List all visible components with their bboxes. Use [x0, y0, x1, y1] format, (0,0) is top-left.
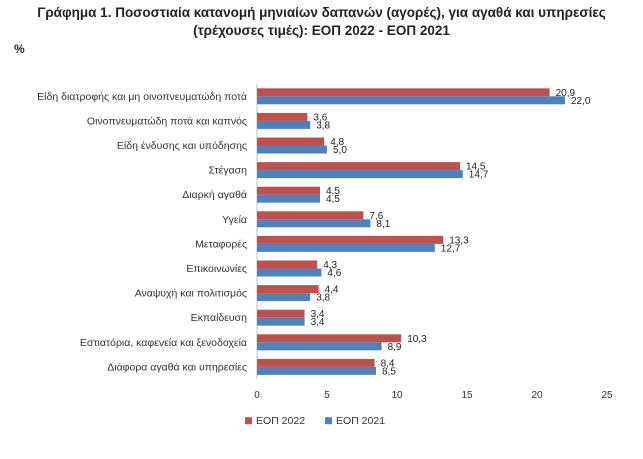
bar-eop2022	[257, 235, 444, 244]
data-label-eop2022: 14,5	[466, 162, 486, 173]
legend-swatch-eop2022	[245, 417, 252, 425]
bar-eop2022	[257, 186, 320, 195]
category-label: Αναψυχή και πολιτισμός	[135, 288, 247, 300]
bar-eop2021	[257, 219, 371, 228]
data-label-eop2021: 3,4	[311, 317, 325, 328]
bar-eop2021	[257, 243, 435, 252]
x-tick-label: 10	[391, 390, 403, 401]
data-label-eop2021: 4,6	[327, 268, 341, 279]
bar-eop2021	[257, 194, 320, 203]
data-label-eop2022: 3,4	[311, 309, 325, 320]
legend-label-eop2021: ΕΟΠ 2021	[336, 415, 385, 427]
bar-eop2021	[257, 293, 311, 302]
bar-eop2022	[257, 162, 460, 171]
x-tick-label: 15	[461, 390, 473, 401]
bar-eop2021	[257, 170, 463, 179]
bar-eop2022	[257, 137, 325, 146]
bar-eop2022	[257, 285, 319, 294]
bar-eop2022	[257, 112, 308, 121]
bar-eop2021	[257, 342, 382, 351]
legend-swatch-eop2021	[325, 417, 332, 425]
data-label-eop2022: 4,5	[326, 186, 340, 197]
data-label-eop2022: 4,4	[325, 285, 339, 296]
category-label: Διαρκή αγαθά	[182, 189, 247, 201]
bar-eop2021	[257, 96, 565, 105]
data-label-eop2022: 3,6	[313, 112, 327, 123]
bar-eop2021	[257, 317, 305, 326]
x-tick-label: 25	[601, 390, 613, 401]
chart-title-line2: (τρέχουσες τιμές): ΕΟΠ 2022 - ΕΟΠ 2021	[193, 23, 450, 38]
category-label: Είδη διατροφής και μη οινοπνευματώδη ποτ…	[37, 91, 247, 103]
bar-eop2022	[257, 309, 305, 318]
bar-eop2021	[257, 366, 376, 375]
data-label-eop2021: 3,8	[316, 120, 330, 131]
data-label-eop2022: 10,3	[407, 334, 427, 345]
x-tick-label: 5	[324, 390, 330, 401]
bar-eop2022	[257, 211, 364, 220]
bar-eop2022	[257, 88, 550, 97]
legend-label-eop2022: ΕΟΠ 2022	[256, 415, 305, 427]
data-label-eop2021: 14,7	[469, 170, 489, 181]
data-label-eop2021: 8,5	[382, 366, 396, 377]
bar-eop2021	[257, 268, 322, 277]
data-label-eop2022: 13,3	[449, 235, 469, 246]
data-label-eop2022: 20,9	[556, 88, 576, 99]
chart-title-line1: Γράφημα 1. Ποσοστιαία κατανομή μηνιαίων …	[37, 5, 606, 20]
category-label: Επικοινωνίες	[186, 263, 247, 275]
category-label: Μεταφορές	[195, 238, 247, 250]
category-label: Υγεία	[222, 214, 247, 226]
x-tick-label: 0	[254, 390, 260, 401]
bar-eop2022	[257, 260, 318, 269]
bar-eop2021	[257, 120, 311, 129]
bar-eop2021	[257, 145, 327, 154]
category-label: Διάφορα αγαθά και υπηρεσίες	[107, 361, 247, 373]
category-label: Οινοπνευματώδη ποτά και καπνός	[87, 115, 247, 127]
data-label-eop2021: 5,0	[333, 145, 347, 156]
category-label: Στέγαση	[209, 165, 248, 177]
category-label: Εστιατόρια, καφενεία και ξενοδοχεία	[80, 337, 247, 349]
bar-eop2022	[257, 358, 375, 367]
data-label-eop2021: 8,9	[388, 342, 402, 353]
data-label-eop2021: 4,5	[326, 194, 340, 205]
unit-label: %	[14, 42, 25, 56]
category-label: Είδη ένδυσης και υπόδησης	[117, 140, 247, 152]
bar-eop2022	[257, 334, 402, 343]
data-label-eop2021: 22,0	[571, 96, 591, 107]
data-label-eop2022: 4,8	[330, 137, 344, 148]
data-label-eop2021: 12,7	[441, 243, 461, 254]
category-label: Εκπαίδευση	[191, 312, 248, 324]
x-tick-label: 20	[531, 390, 543, 401]
data-label-eop2022: 4,3	[323, 260, 337, 271]
data-label-eop2022: 8,4	[381, 358, 395, 369]
data-label-eop2021: 3,8	[316, 293, 330, 304]
data-label-eop2022: 7,6	[369, 211, 383, 222]
data-label-eop2021: 8,1	[376, 219, 390, 230]
